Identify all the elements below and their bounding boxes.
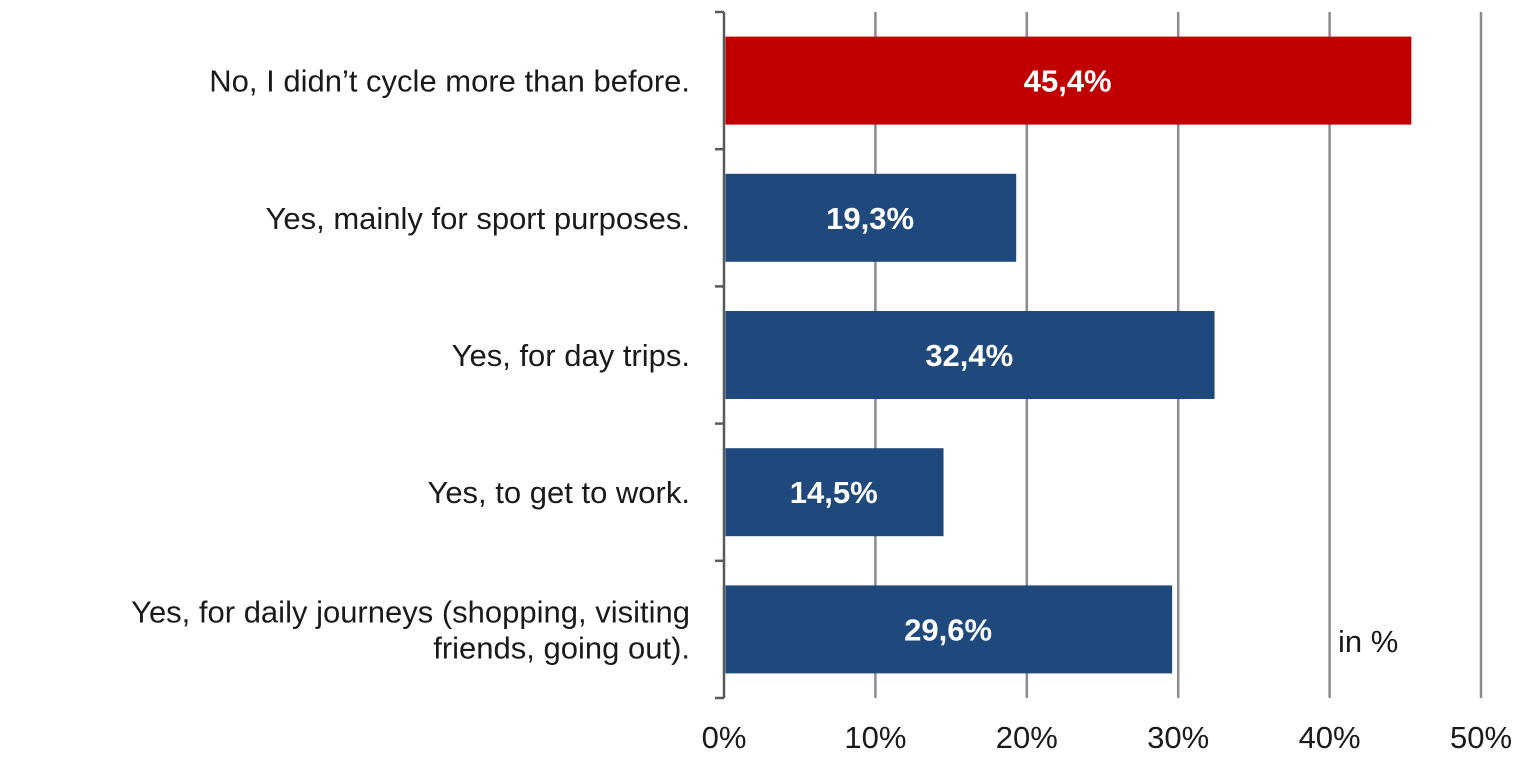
bar-2 — [725, 311, 1215, 399]
bar-1 — [725, 173, 1017, 262]
category-labels: No, I didn’t cycle more than before. Yes,… — [131, 64, 690, 666]
category-label-2: Yes, for day trips. — [452, 338, 690, 373]
x-tick-label-10: 10% — [844, 720, 906, 755]
data-label-0: 45,4% — [1024, 64, 1112, 99]
data-label-3: 14,5% — [790, 475, 878, 510]
x-axis-tick-labels: 0% 10% 20% 30% 40% 50% — [702, 720, 1512, 755]
x-tick-label-20: 20% — [996, 720, 1058, 755]
category-label-1: Yes, mainly for sport purposes. — [266, 201, 690, 236]
unit-note: in % — [1338, 624, 1398, 659]
x-tick-label-40: 40% — [1299, 720, 1361, 755]
data-label-4: 29,6% — [904, 612, 992, 647]
bar-0 — [725, 36, 1412, 125]
category-label-3: Yes, to get to work. — [427, 475, 690, 510]
x-tick-label-50: 50% — [1450, 720, 1512, 755]
data-label-1: 19,3% — [826, 201, 914, 236]
y-axis — [715, 10, 726, 700]
x-tick-label-0: 0% — [702, 720, 747, 755]
category-label-0: No, I didn’t cycle more than before. — [209, 64, 690, 99]
data-label-2: 32,4% — [925, 338, 1013, 373]
x-tick-label-30: 30% — [1147, 720, 1209, 755]
bar-3 — [725, 448, 944, 537]
bar-4 — [725, 585, 1173, 674]
bars: 45,4% 19,3% 32,4% 14,5% 29,6% — [725, 36, 1412, 674]
category-label-4: Yes, for daily journeys (shopping, visit… — [131, 594, 690, 665]
